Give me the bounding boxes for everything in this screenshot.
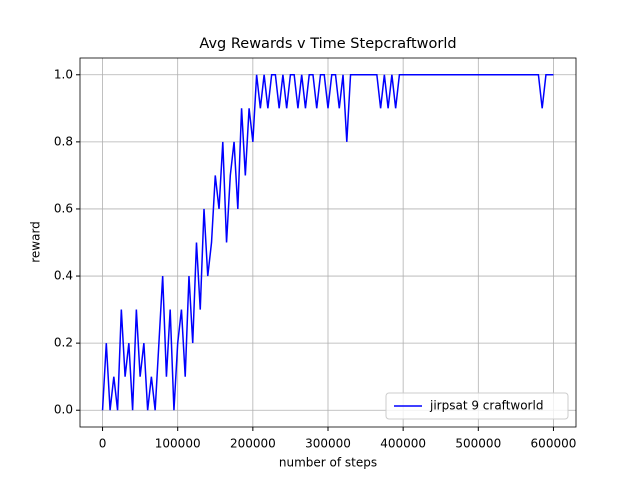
chart-title: Avg Rewards v Time Stepcraftworld <box>199 36 456 52</box>
y-tick-label: 0.6 <box>54 201 73 215</box>
y-tick-label: 0.4 <box>54 269 73 283</box>
x-tick-label: 300000 <box>305 437 351 451</box>
x-tick-label: 200000 <box>230 437 276 451</box>
y-tick-label: 0.2 <box>54 336 73 350</box>
y-tick-label: 1.0 <box>54 67 73 81</box>
plot-frame <box>79 57 577 428</box>
x-tick-label: 400000 <box>380 437 426 451</box>
legend: jirpsat 9 craftworld <box>385 392 569 420</box>
legend-label: jirpsat 9 craftworld <box>429 399 543 413</box>
y-axis-label: reward <box>29 221 43 263</box>
y-tick-label: 0.0 <box>54 403 73 417</box>
data-line <box>101 74 554 411</box>
x-tick-label: 100000 <box>155 437 201 451</box>
y-tick-label: 0.8 <box>54 134 73 148</box>
x-tick-label: 600000 <box>531 437 577 451</box>
legend-box <box>385 392 569 420</box>
x-axis-label: number of steps <box>279 456 377 470</box>
x-tick-label: 500000 <box>455 437 501 451</box>
x-tick-label: 0 <box>99 437 107 451</box>
